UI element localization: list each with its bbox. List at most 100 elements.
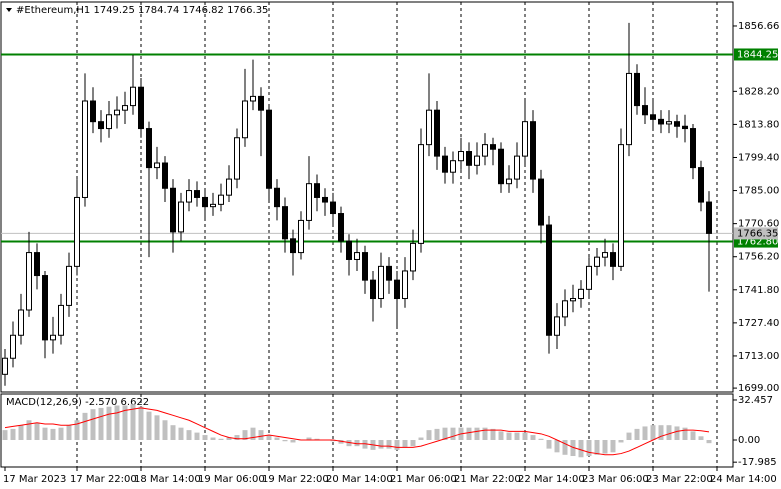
candle-body [58, 304, 64, 336]
macd-bar [194, 432, 200, 440]
candle-body [490, 144, 496, 150]
y-tick-label: 1785.00 [738, 186, 779, 197]
candle-body [290, 238, 296, 254]
candle-body [394, 279, 400, 300]
candle-body [186, 190, 192, 203]
candle-body [34, 252, 40, 277]
macd-bar [418, 437, 424, 440]
candle-body [586, 265, 592, 290]
level-label: 1844.25 [737, 49, 778, 60]
candle-body [634, 72, 640, 107]
candle-body [578, 288, 584, 300]
y-tick-label: 1799.40 [738, 152, 779, 163]
price-label-bg [734, 227, 778, 240]
x-tick-label: 19 Mar 22:00 [262, 474, 329, 485]
x-tick-label: 23 Mar 06:00 [582, 474, 649, 485]
candle-body [458, 151, 464, 162]
macd-bar [106, 406, 112, 440]
candle-body [426, 109, 432, 146]
candle-body [618, 144, 624, 267]
candle-body [682, 125, 688, 130]
candle-body [482, 144, 488, 157]
candle-body [242, 100, 248, 139]
macd-bar [314, 438, 320, 440]
macd-bar [682, 427, 688, 440]
macd-bar [698, 436, 704, 440]
macd-bar [266, 435, 272, 440]
candle-body [706, 201, 712, 234]
candle-body [306, 183, 312, 221]
candle-body [370, 279, 376, 300]
macd-bar [378, 439, 384, 449]
candle-body [82, 100, 88, 198]
candle-body [162, 162, 168, 189]
candle-body [178, 201, 184, 233]
macd-bar [170, 425, 176, 440]
macd-bar [426, 430, 432, 440]
y-tick-label: 1856.66 [738, 21, 779, 32]
candle-body [538, 178, 544, 226]
macd-bar [338, 439, 344, 444]
macd-bar [354, 439, 360, 447]
y-tick-label: 1713.00 [738, 351, 779, 362]
price-panel [0, 1, 734, 393]
candle-body [90, 100, 96, 123]
candle-body [122, 105, 128, 111]
candle-body [474, 155, 480, 166]
candle-body [258, 95, 264, 111]
candle-body [154, 162, 160, 169]
macd-bar [514, 432, 520, 440]
candle-body [10, 334, 16, 359]
candle-body [642, 105, 648, 116]
x-tick-label: 22 Mar 14:00 [518, 474, 585, 485]
candle-body [410, 242, 416, 272]
macd-bar [386, 439, 392, 449]
candle-body [658, 118, 664, 125]
candle-body [562, 300, 568, 318]
macd-bar [202, 435, 208, 440]
candle-body [298, 219, 304, 254]
macd-bar [618, 439, 624, 443]
x-tick-label: 18 Mar 14:00 [134, 474, 201, 485]
current-price-label: 1766.35 [737, 228, 778, 239]
candle-body [554, 316, 560, 336]
macd-bar [98, 407, 104, 440]
macd-bar [434, 428, 440, 440]
menu-icon[interactable] [6, 8, 12, 12]
candle-body [106, 114, 112, 130]
candle-body [602, 252, 608, 258]
candle-body [138, 86, 144, 130]
macd-bar [210, 437, 216, 440]
candle-body [50, 334, 56, 341]
macd-bar [42, 427, 48, 440]
macd-bar [290, 439, 296, 443]
candle-body [282, 206, 288, 240]
candle-body [210, 203, 216, 208]
macd-bar [562, 439, 568, 455]
level-label: 1762.80 [737, 237, 778, 248]
macd-bar [306, 437, 312, 440]
macd-bar [658, 425, 664, 440]
candle-body [218, 194, 224, 205]
x-tick-label: 20 Mar 14:00 [326, 474, 393, 485]
candle-body [698, 167, 704, 203]
macd-bar [130, 404, 136, 440]
candle-body [362, 252, 368, 281]
macd-bar [218, 438, 224, 440]
macd-bar [58, 427, 64, 440]
y-tick-label: 1741.80 [738, 285, 779, 296]
macd-bar [114, 405, 120, 440]
candle-body [514, 155, 520, 180]
y-tick-label: 1756.20 [738, 252, 779, 263]
candle-body [330, 201, 336, 215]
candle-body [226, 178, 232, 196]
macd-bar [442, 427, 448, 440]
x-tick-label: 21 Mar 06:00 [390, 474, 457, 485]
candle-body [418, 144, 424, 244]
y-tick-label: 1727.40 [738, 318, 779, 329]
macd-bar [282, 439, 288, 442]
candle-body [314, 183, 320, 198]
candle-body [274, 187, 280, 208]
macd-bar [82, 412, 88, 440]
